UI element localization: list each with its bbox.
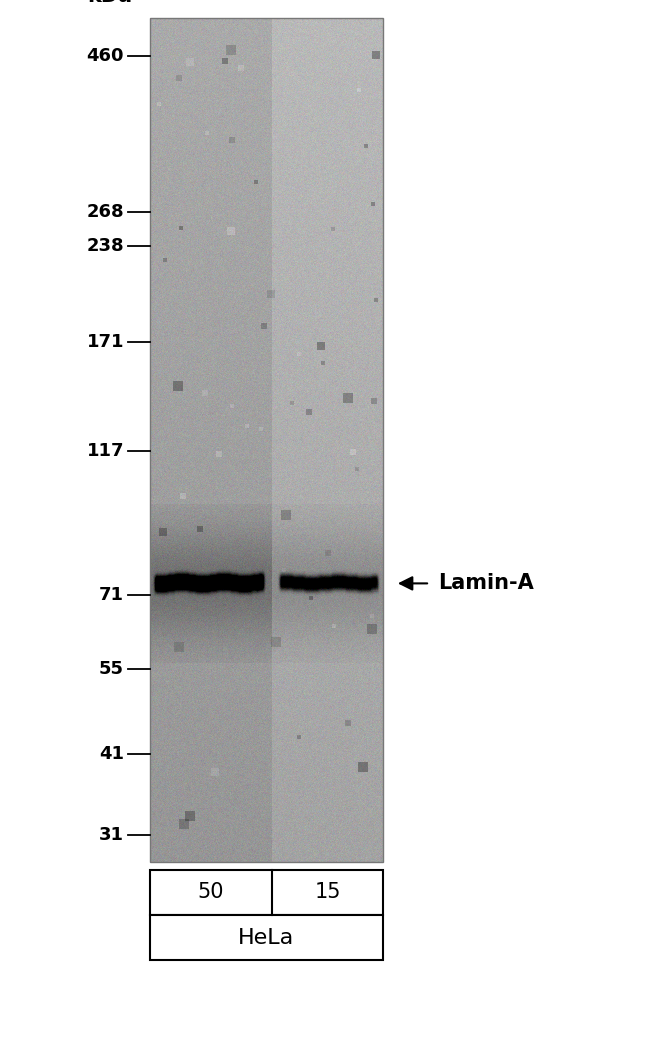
Text: 31: 31	[99, 826, 124, 844]
Bar	[150, 18, 383, 862]
Text: 55: 55	[99, 660, 124, 679]
Text: 117: 117	[86, 442, 124, 460]
Text: 238: 238	[86, 238, 124, 256]
Text: 41: 41	[99, 745, 124, 763]
Text: kDa: kDa	[87, 0, 132, 6]
Text: 15: 15	[314, 883, 341, 903]
Text: 171: 171	[86, 332, 124, 350]
Text: HeLa: HeLa	[239, 928, 294, 948]
Text: Lamin-A: Lamin-A	[438, 573, 534, 593]
Bar	[150, 870, 383, 915]
Text: 268: 268	[86, 203, 124, 221]
Text: 50: 50	[198, 883, 224, 903]
Text: 460: 460	[86, 47, 124, 65]
Bar	[150, 915, 383, 960]
Text: 71: 71	[99, 586, 124, 604]
